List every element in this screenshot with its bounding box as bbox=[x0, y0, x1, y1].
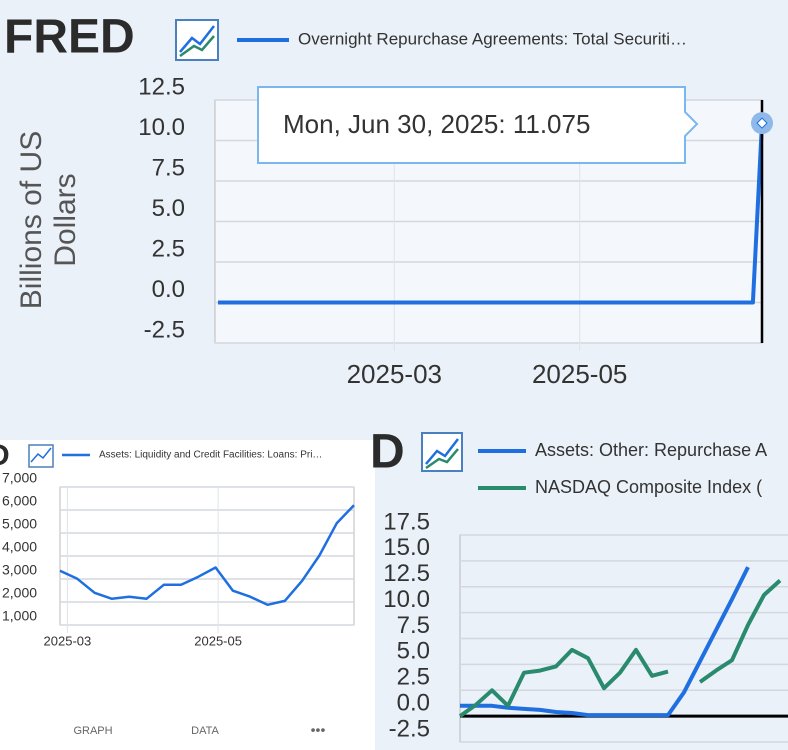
y-tick-label: 7.5 bbox=[152, 154, 185, 181]
y-tick-label: 3,000 bbox=[2, 562, 37, 578]
chart-icon bbox=[28, 444, 54, 468]
x-tick-label: 2025-05 bbox=[532, 359, 627, 389]
legend-label: NASDAQ Composite Index ( bbox=[535, 477, 762, 497]
x-tick-label: 2025-05 bbox=[194, 633, 242, 648]
y-tick-label: 4,000 bbox=[2, 539, 37, 555]
y-tick-label: 5.0 bbox=[152, 195, 185, 222]
y-tick-label: 7,000 bbox=[2, 470, 37, 486]
y-tick-label: 5,000 bbox=[2, 516, 37, 532]
menu-button[interactable]: ••• bbox=[311, 722, 326, 738]
logo: D bbox=[0, 439, 10, 472]
legend-label: Assets: Liquidity and Credit Facilities:… bbox=[99, 450, 322, 461]
tab-bar bbox=[0, 705, 375, 750]
x-tick-label: 2025-03 bbox=[44, 633, 92, 648]
y-tick-label: 0.0 bbox=[397, 689, 430, 716]
y-tick-label: 1,000 bbox=[2, 608, 37, 624]
tooltip-box bbox=[257, 86, 699, 164]
y-tick-label: 10.0 bbox=[383, 586, 430, 613]
y-tick-label: -2.5 bbox=[144, 316, 185, 343]
y-tick-label: 0.0 bbox=[152, 276, 185, 303]
legend-label: Overnight Repurchase Agreements: Total S… bbox=[298, 29, 687, 48]
tab[interactable]: DATA bbox=[191, 725, 219, 737]
series-line bbox=[458, 579, 782, 718]
y-tick-label: 12.5 bbox=[383, 560, 430, 587]
legend-label: Assets: Other: Repurchase A bbox=[535, 440, 767, 460]
y-tick-label: 2.5 bbox=[397, 664, 430, 691]
y-tick-label: 15.0 bbox=[383, 534, 430, 561]
chart-icon bbox=[421, 432, 463, 472]
logo: FRED bbox=[4, 11, 135, 64]
y-tick-label: 2.5 bbox=[152, 235, 185, 262]
y-axis-label: Billions of US Dollars bbox=[15, 130, 82, 310]
y-tick-label: 7.5 bbox=[397, 612, 430, 639]
y-tick-label: -2.5 bbox=[389, 715, 430, 742]
series-line bbox=[59, 504, 355, 607]
tab[interactable]: GRAPH bbox=[73, 725, 112, 737]
y-tick-label: 2,000 bbox=[2, 585, 37, 601]
y-tick-label: 17.5 bbox=[383, 508, 430, 535]
series-line bbox=[460, 566, 750, 718]
y-tick-label: 6,000 bbox=[2, 493, 37, 509]
logo: D bbox=[370, 426, 405, 479]
y-tick-label: 5.0 bbox=[397, 638, 430, 665]
series-line bbox=[218, 122, 764, 305]
y-tick-label: 12.5 bbox=[138, 73, 185, 100]
x-tick-label: 2025-03 bbox=[347, 359, 442, 389]
chart-icon bbox=[175, 19, 219, 61]
tooltip: Mon, Jun 30, 2025: 11.075 bbox=[283, 109, 590, 139]
y-tick-label: 10.0 bbox=[138, 114, 185, 141]
hover-diamond bbox=[756, 117, 768, 129]
